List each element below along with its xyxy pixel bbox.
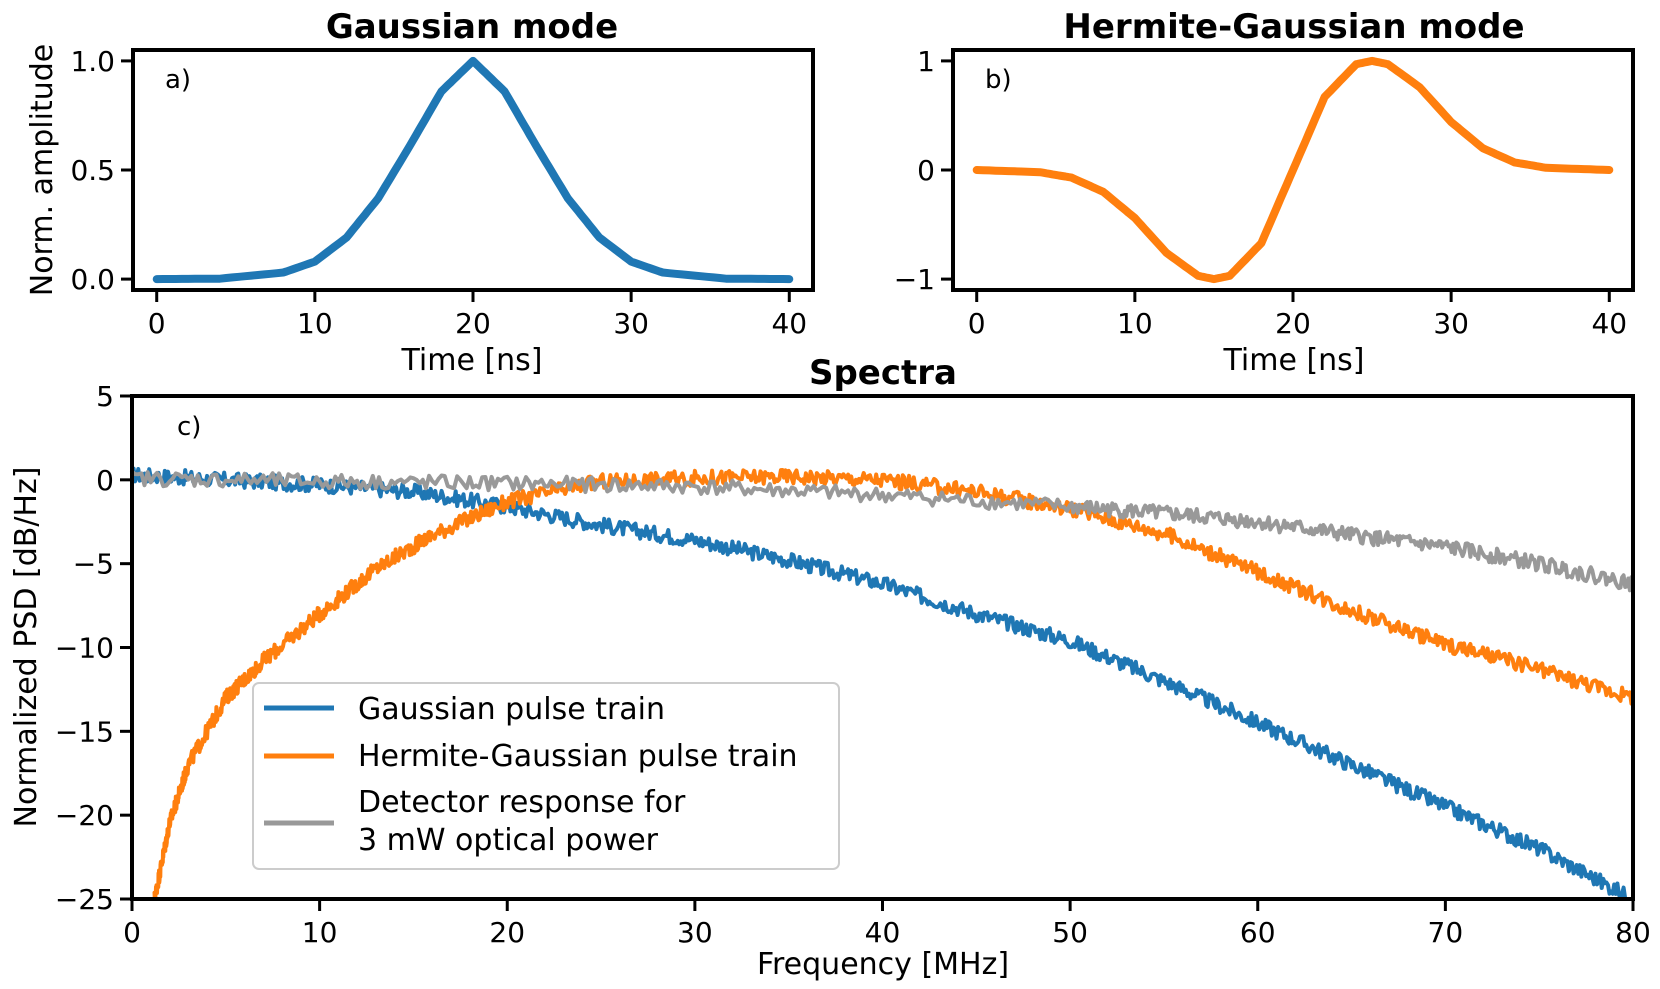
x-tick-label: 50 [1052, 916, 1088, 949]
x-tick-label: 30 [677, 916, 713, 949]
panel-a-ylabel: Norm. amplitude [25, 44, 60, 297]
y-tick-label: 1.0 [70, 45, 115, 78]
panel-a: Gaussian mode 0 10 20 30 40 0.0 0.5 1.0 a) Tim… [25, 7, 815, 378]
legend-label-detector-line2: 3 mW optical power [358, 823, 659, 858]
y-tick-label: −20 [55, 799, 114, 832]
panel-a-xlabel: Time [ns] [400, 343, 542, 378]
x-tick-label: 10 [1117, 307, 1153, 340]
panel-b-xlabel: Time [ns] [1222, 343, 1364, 378]
x-tick-label: 0 [968, 307, 986, 340]
panel-a-x-ticks: 0 10 20 30 40 [148, 290, 807, 340]
mode-line [152, 56, 794, 284]
y-tick-label: 0.0 [70, 263, 115, 296]
panel-c-label: c) [177, 412, 201, 442]
panel-b-x-ticks: 0 10 20 30 40 [968, 290, 1627, 340]
y-tick-label: −10 [55, 632, 114, 665]
x-tick-label: 40 [1591, 307, 1627, 340]
x-tick-label: 30 [1433, 307, 1469, 340]
x-tick-label: 0 [148, 307, 166, 340]
y-tick-label: 0 [96, 464, 114, 497]
x-tick-label: 80 [1615, 916, 1651, 949]
panel-c-xlabel: Frequency [MHz] [757, 947, 1009, 982]
panel-a-axes-frame [131, 48, 815, 292]
x-tick-label: 10 [297, 307, 333, 340]
x-tick-label: 30 [613, 307, 649, 340]
y-tick-label: −25 [55, 883, 114, 916]
y-tick-label: 0.5 [70, 154, 115, 187]
x-tick-label: 20 [455, 307, 491, 340]
panel-c-title: Spectra [809, 353, 957, 393]
x-tick-label: 0 [123, 916, 141, 949]
detector-response-for-line [130, 469, 1635, 593]
legend-box [252, 682, 840, 870]
x-tick-label: 40 [865, 916, 901, 949]
panel-b: Hermite-Gaussian mode 0 10 20 30 40 −101 b) … [894, 7, 1635, 378]
panel-c-x-ticks: 0 10 20 30 40 50 60 70 80 [123, 899, 1651, 949]
panel-b-y-ticks: −1 0 1 [894, 45, 953, 296]
mode-line [972, 56, 1614, 284]
legend-label-detector-line1: Detector response for [358, 785, 686, 820]
panel-a-title: Gaussian mode [326, 7, 618, 47]
legend-label-gaussian: Gaussian pulse train [358, 692, 665, 727]
x-tick-label: 40 [771, 307, 807, 340]
panel-a-y-ticks: 0.0 0.5 1.0 [70, 45, 133, 296]
y-tick-label: −1 [894, 263, 935, 296]
panel-b-label: b) [985, 65, 1012, 95]
panel-a-series-group [152, 56, 794, 284]
x-tick-label: 20 [489, 916, 525, 949]
panel-c-legend: Gaussian pulse train Hermite-Gaussian pu… [252, 682, 840, 870]
y-tick-label: 5 [96, 380, 114, 413]
panel-c-series-group [130, 466, 1635, 901]
x-tick-label: 60 [1240, 916, 1276, 949]
y-tick-label: −5 [73, 548, 114, 581]
panel-a-label: a) [165, 65, 191, 95]
x-tick-label: 10 [302, 916, 338, 949]
panel-c-ylabel: Normalized PSD [dB/Hz] [9, 467, 44, 828]
legend-label-hermite: Hermite-Gaussian pulse train [358, 739, 798, 774]
panel-b-series-group [972, 56, 1614, 284]
hermite-gaussian-pulse-train-line [152, 468, 1635, 901]
x-tick-label: 20 [1275, 307, 1311, 340]
panel-c-y-ticks: 5 0 −5 −10 −15 −20 −25 [55, 380, 132, 916]
panel-b-title: Hermite-Gaussian mode [1063, 7, 1524, 47]
panel-c: Spectra 0 10 20 30 40 50 60 70 80 50−5−10−15−20−… [9, 353, 1651, 982]
y-tick-label: 0 [917, 154, 935, 187]
y-tick-label: 1 [917, 45, 935, 78]
y-tick-label: −15 [55, 715, 114, 748]
x-tick-label: 70 [1428, 916, 1464, 949]
